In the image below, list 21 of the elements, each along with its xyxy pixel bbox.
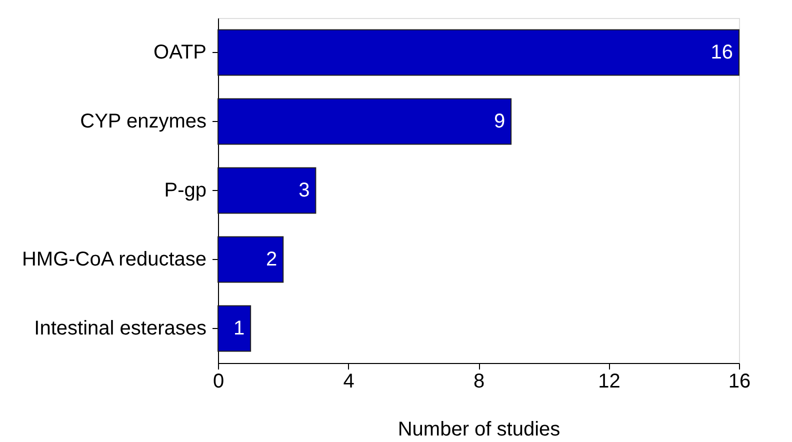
x-tick-label: 0 xyxy=(212,370,224,392)
bar xyxy=(218,305,252,352)
y-tick-label: OATP xyxy=(154,42,206,64)
bar xyxy=(218,236,284,283)
x-tick-label: 12 xyxy=(598,370,620,392)
data-label: 2 xyxy=(266,248,278,270)
x-axis-title: Number of studies xyxy=(398,418,560,440)
bar xyxy=(218,167,316,214)
data-label: 1 xyxy=(233,318,245,340)
data-label: 3 xyxy=(298,180,310,202)
x-tick-label: 4 xyxy=(343,370,354,392)
bar xyxy=(218,29,740,76)
data-label: 16 xyxy=(710,42,733,64)
y-tick-label: P-gp xyxy=(164,180,206,202)
x-tick-label: 16 xyxy=(728,370,751,392)
y-tick-label: HMG-CoA reductase xyxy=(22,248,206,270)
y-tick-label: CYP enzymes xyxy=(80,110,206,132)
y-tick-label: Intestinal esterases xyxy=(34,318,206,340)
data-label: 9 xyxy=(494,110,506,132)
bar xyxy=(218,98,512,145)
x-tick-label: 8 xyxy=(473,370,485,392)
